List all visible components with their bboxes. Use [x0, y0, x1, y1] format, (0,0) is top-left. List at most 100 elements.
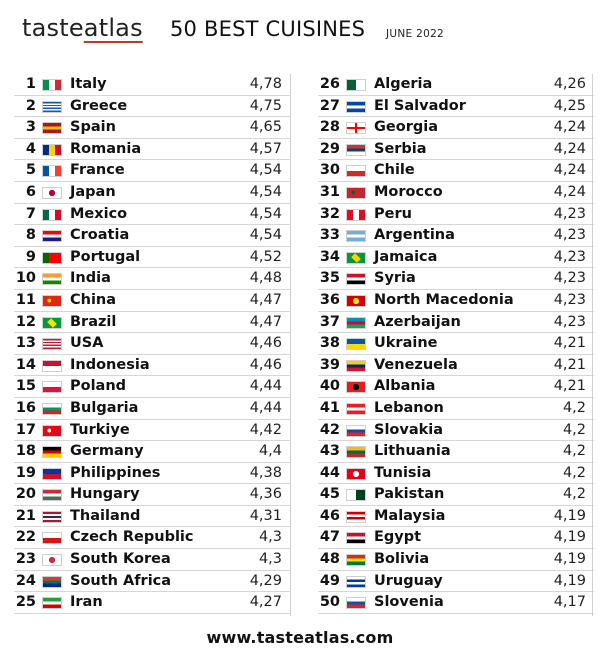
flag-icon	[42, 100, 62, 113]
ranking-row: 7 Mexico 4,54	[14, 204, 290, 226]
cuisine-score: 4,23	[553, 291, 586, 308]
rank-number: 26	[319, 76, 340, 92]
ranking-row: 30 Chile 4,24	[318, 160, 594, 182]
ranking-row: 23 South Korea 4,3	[14, 549, 290, 571]
flag-icon	[346, 251, 366, 264]
country-name: Uruguay	[374, 572, 443, 589]
flag-icon	[42, 338, 62, 351]
cuisine-score: 4,24	[553, 162, 586, 179]
flag-icon	[42, 597, 62, 610]
cuisine-score: 4,54	[249, 162, 282, 179]
flag-icon	[346, 532, 366, 545]
cuisine-score: 4,24	[553, 140, 586, 157]
country-name: Indonesia	[70, 356, 150, 373]
ranking-row: 50 Slovenia 4,17	[318, 592, 594, 614]
flag-icon	[42, 251, 62, 264]
rank-number: 5	[25, 162, 36, 179]
country-name: India	[70, 270, 111, 287]
flag-icon	[346, 338, 366, 351]
country-name: Malaysia	[374, 507, 446, 524]
cuisine-score: 4,2	[562, 443, 586, 460]
rank-number: 42	[319, 421, 340, 438]
flag-icon	[42, 143, 62, 156]
flag-icon	[346, 554, 366, 567]
column-divider	[592, 74, 593, 616]
cuisine-score: 4,21	[553, 335, 586, 352]
flag-icon	[42, 273, 62, 286]
ranking-row: 38 Ukraine 4,21	[318, 333, 594, 355]
date-label: JUNE 2022	[386, 28, 445, 40]
rank-number: 37	[319, 313, 340, 330]
rank-number: 39	[319, 356, 340, 373]
cuisine-score: 4,75	[249, 97, 282, 114]
country-name: Argentina	[374, 227, 455, 244]
rank-number: 7	[25, 205, 36, 222]
cuisine-score: 4,19	[553, 551, 586, 568]
cuisine-score: 4,2	[562, 464, 586, 481]
country-name: Bolivia	[374, 551, 430, 568]
flag-icon	[42, 532, 62, 545]
ranking-row: 40 Albania 4,21	[318, 376, 594, 398]
cuisine-score: 4,23	[553, 313, 586, 330]
rank-number: 11	[15, 291, 36, 308]
cuisine-score: 4,44	[249, 399, 282, 416]
country-name: Romania	[70, 140, 142, 157]
ranking-row: 28 Georgia 4,24	[318, 117, 594, 139]
cuisine-score: 4,23	[553, 270, 586, 287]
column-divider	[290, 74, 291, 616]
country-name: Egypt	[374, 529, 422, 546]
country-name: South Africa	[70, 572, 172, 589]
country-name: Lebanon	[374, 399, 444, 416]
ranking-row: 41 Lebanon 4,2	[318, 398, 594, 420]
rank-number: 44	[319, 464, 340, 481]
cuisine-score: 4,48	[249, 270, 282, 287]
cuisine-score: 4,21	[553, 378, 586, 395]
flag-icon	[42, 554, 62, 567]
cuisine-score: 4,24	[553, 119, 586, 136]
country-name: Hungary	[70, 486, 140, 503]
rank-number: 20	[15, 486, 36, 503]
flag-icon	[346, 208, 366, 221]
cuisine-score: 4,46	[249, 356, 282, 373]
rank-number: 36	[319, 291, 340, 308]
ranking-row: 48 Bolivia 4,19	[318, 549, 594, 571]
flag-icon	[42, 446, 62, 459]
rank-number: 28	[319, 119, 340, 136]
flag-icon	[346, 316, 366, 329]
flag-icon	[42, 381, 62, 394]
footer-url[interactable]: www.tasteatlas.com	[206, 628, 394, 647]
country-name: Chile	[374, 162, 415, 179]
flag-icon	[346, 510, 366, 523]
flag-icon	[346, 186, 366, 199]
rank-number: 47	[319, 529, 340, 546]
rank-number: 6	[25, 183, 36, 200]
rank-number: 10	[15, 270, 36, 287]
flag-icon	[346, 575, 366, 588]
cuisine-score: 4,27	[249, 594, 282, 611]
rank-number: 22	[15, 529, 36, 546]
ranking-row: 17 Turkiye 4,42	[14, 420, 290, 442]
ranking-row: 31 Morocco 4,24	[318, 182, 594, 204]
rank-number: 35	[319, 270, 340, 287]
country-name: Poland	[70, 378, 127, 395]
ranking-row: 46 Malaysia 4,19	[318, 506, 594, 528]
ranking-row: 6 Japan 4,54	[14, 182, 290, 204]
country-name: Jamaica	[374, 248, 438, 265]
rank-number: 12	[15, 313, 36, 330]
cuisine-score: 4,25	[553, 97, 586, 114]
cuisine-score: 4,47	[249, 291, 282, 308]
ranking-column-right: 26 Algeria 4,26 27 El Salvador 4,25 28 Georgia 4…	[318, 74, 594, 614]
ranking-row: 4 Romania 4,57	[14, 139, 290, 161]
country-name: China	[70, 291, 117, 308]
tasteatlas-logo[interactable]: tasteatlas	[22, 14, 143, 42]
cuisine-score: 4,46	[249, 335, 282, 352]
ranking-row: 33 Argentina 4,23	[318, 225, 594, 247]
country-name: Azerbaijan	[374, 313, 461, 330]
flag-icon	[42, 510, 62, 523]
flag-icon	[42, 489, 62, 502]
ranking-row: 18 Germany 4,4	[14, 441, 290, 463]
ranking-row: 45 Pakistan 4,2	[318, 484, 594, 506]
rank-number: 15	[15, 378, 36, 395]
rank-number: 46	[319, 507, 340, 524]
country-name: Philippines	[70, 464, 161, 481]
